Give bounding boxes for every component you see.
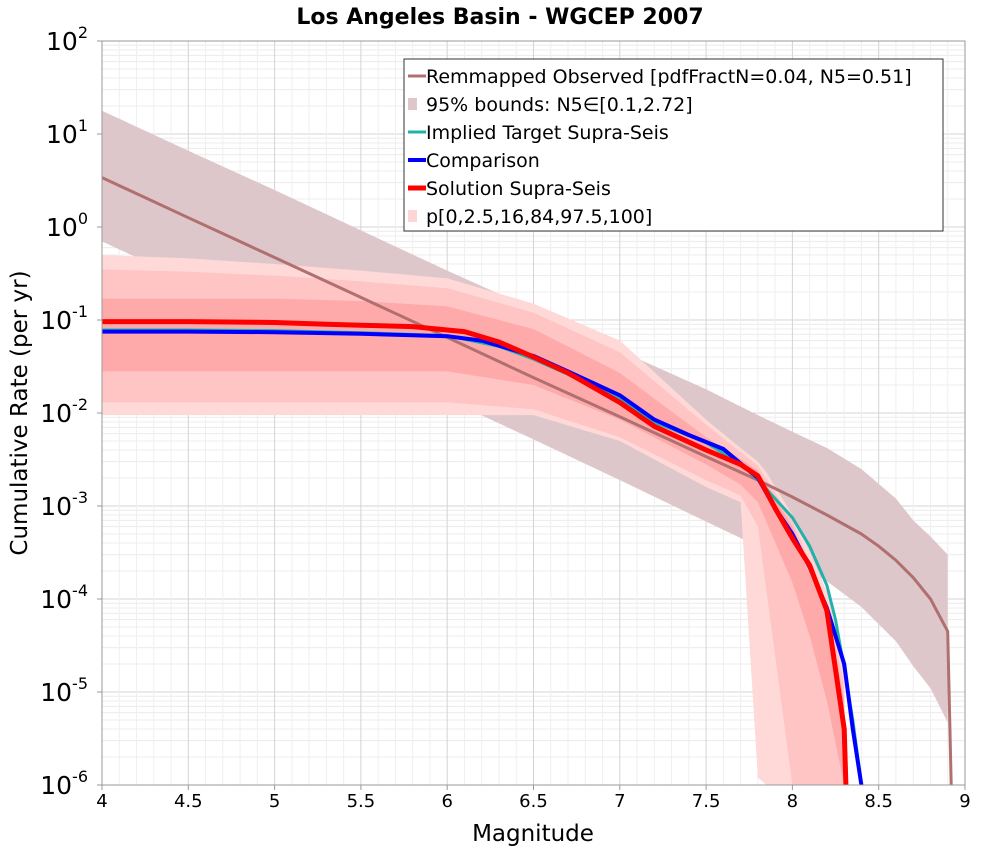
y-tick-label: 10-2: [40, 395, 88, 428]
x-tick-label: 9: [959, 791, 970, 812]
y-tick-label: 100: [46, 209, 88, 242]
y-tick-label: 10-3: [40, 488, 88, 521]
x-axis-ticks: 4 4.5 5 5.5 6 6.5 7 7.5 8 8.5 9: [96, 785, 971, 812]
series-line: [102, 176, 953, 785]
chart-title: Los Angeles Basin - WGCEP 2007: [296, 5, 703, 30]
x-tick-label: 8.5: [864, 791, 893, 812]
legend-box: [403, 58, 944, 232]
legend-label: Implied Target Supra-Seis: [426, 122, 669, 144]
x-tick-label: 6.5: [519, 791, 548, 812]
bounds-band: [102, 110, 948, 723]
x-tick-label: 4: [96, 791, 107, 812]
y-tick-label: 10-6: [40, 767, 88, 800]
x-tick-label: 4.5: [174, 791, 203, 812]
x-tick-label: 5: [269, 791, 280, 812]
legend-label: Remmapped Observed [pdfFractN=0.04, N5=0…: [426, 66, 912, 88]
legend-swatch-band: [408, 98, 417, 110]
y-tick-label: 102: [46, 23, 88, 56]
y-axis-label: Cumulative Rate (per yr): [7, 270, 33, 555]
legend-label: Comparison: [426, 150, 540, 172]
x-tick-label: 5.5: [347, 791, 376, 812]
lines-layer: [102, 176, 953, 785]
legend-label: p[0,2.5,16,84,97.5,100]: [426, 206, 652, 228]
y-tick-label: 10-5: [40, 674, 88, 707]
y-tick-label: 10-4: [40, 581, 88, 614]
y-axis-ticks: 10-6 10-5 10-4 10-3 10-2 10-1 100 101 102: [40, 23, 102, 800]
legend-swatch-band: [408, 210, 417, 222]
legend-label: 95% bounds: N5∈[0.1,2.72]: [426, 94, 693, 116]
y-tick-label: 10-1: [40, 302, 88, 335]
x-tick-label: 7.5: [692, 791, 721, 812]
series-line: [102, 319, 849, 785]
legend-label: Solution Supra-Seis: [426, 178, 611, 200]
x-axis-label: Magnitude: [472, 821, 594, 847]
x-tick-label: 8: [787, 791, 798, 812]
legend: Remmapped Observed [pdfFractN=0.04, N5=0…: [403, 58, 944, 232]
y-tick-label: 101: [46, 116, 88, 149]
x-tick-label: 6: [441, 791, 452, 812]
x-tick-label: 7: [614, 791, 625, 812]
percentile-band: [102, 269, 845, 785]
